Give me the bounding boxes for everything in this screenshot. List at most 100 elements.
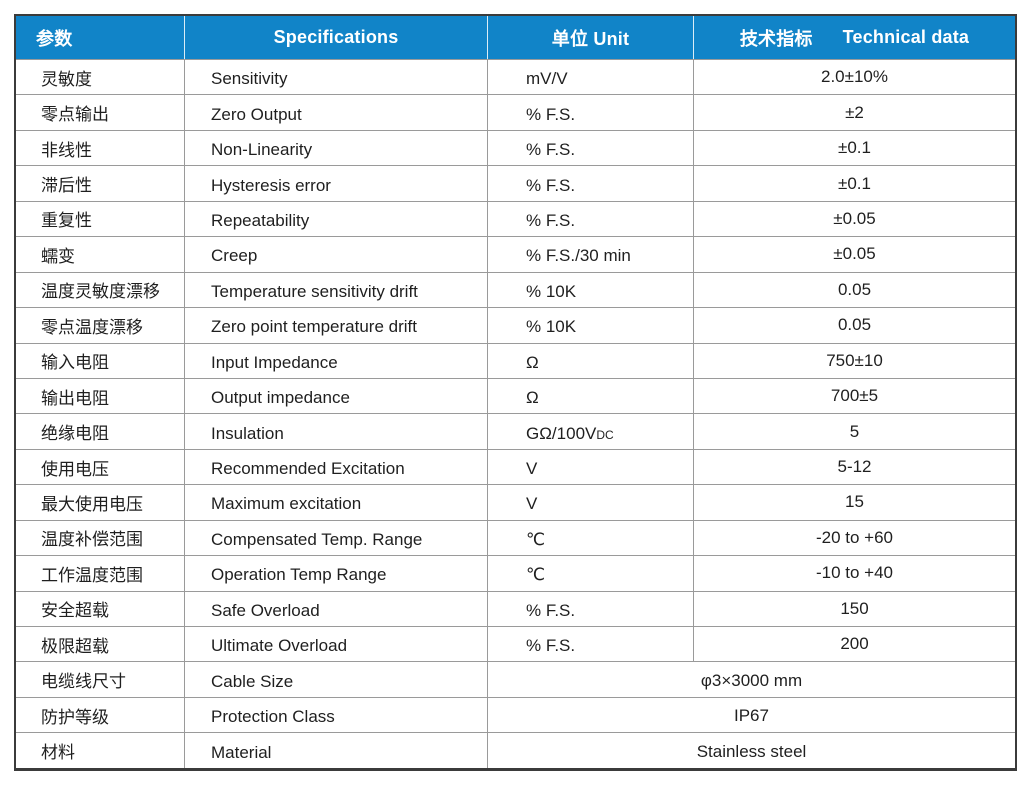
table-row: 蠕变 Creep % F.S./30 min ±0.05 [16,236,1015,272]
table-body: 灵敏度 Sensitivity mV/V 2.0±10% 零点输出 Zero O… [16,59,1015,768]
table-row: 滞后性 Hysteresis error % F.S. ±0.1 [16,165,1015,201]
header-technical-data-en: Technical data [842,27,970,47]
param-name-cn: 电缆线尺寸 [41,672,126,692]
table-row: 重复性 Repeatability % F.S. ±0.05 [16,200,1015,237]
param-name-cn: 绝缘电阻 [41,424,109,444]
param-name-cn: 最大使用电压 [41,494,143,514]
param-name-en: Operation Temp Range [184,556,487,591]
param-name-en: Input Impedance [184,343,487,378]
param-unit: ℃ [487,556,693,591]
header-technical-data: 技术指标 Technical data [693,16,1015,59]
table-row: 最大使用电压 Maximum excitation V 15 [16,484,1015,520]
param-name-en: Sensitivity [184,60,487,95]
param-value: ±0.05 [693,201,1015,237]
unit-subscript: DC [596,428,614,443]
param-name-cn: 输入电阻 [41,353,109,373]
param-name-en: Cable Size [184,662,487,697]
param-value-merged: φ3×3000 mm [487,662,1015,697]
param-value-merged: Stainless steel [487,733,1015,768]
param-unit: % F.S. [487,95,693,130]
param-unit: % F.S. [487,627,693,662]
table-row: 使用电压 Recommended Excitation V 5-12 [16,448,1015,485]
specifications-table: 参数 Specifications 单位 Unit 技术指标 Technical… [14,14,1017,771]
param-value: 15 [693,485,1015,520]
param-name-en: Compensated Temp. Range [184,520,487,556]
param-name-en: Output impedance [184,378,487,414]
param-name-cn: 滞后性 [41,176,92,196]
param-name-en: Zero Output [184,95,487,130]
param-value: ±0.1 [693,166,1015,201]
param-value: -20 to +60 [693,520,1015,556]
param-name-cn: 防护等级 [41,707,109,727]
param-name-en: Protection Class [184,697,487,733]
table-row: 零点温度漂移 Zero point temperature drift % 10… [16,307,1015,343]
param-name-cn: 工作温度范围 [41,565,143,585]
param-name-cn: 输出电阻 [41,388,109,408]
param-unit: % F.S./30 min [487,237,693,272]
param-name-cn: 重复性 [41,211,92,231]
param-name-cn: 蠕变 [41,246,75,266]
table-row: 灵敏度 Sensitivity mV/V 2.0±10% [16,59,1015,95]
param-value: 750±10 [693,343,1015,378]
param-unit: mV/V [487,60,693,95]
param-name-cn: 温度补偿范围 [41,530,143,550]
param-unit: % 10K [487,272,693,308]
param-value: 700±5 [693,378,1015,414]
param-value: 0.05 [693,308,1015,343]
table-row: 绝缘电阻 Insulation GΩ/100V DC 5 [16,413,1015,449]
param-unit: % F.S. [487,201,693,237]
param-unit: ℃ [487,520,693,556]
param-name-en: Maximum excitation [184,485,487,520]
table-row: 材料 Material Stainless steel [16,732,1015,768]
param-name-cn: 非线性 [41,140,92,160]
param-value-merged: IP67 [487,697,1015,733]
param-name-en: Recommended Excitation [184,449,487,485]
table-row: 温度补偿范围 Compensated Temp. Range ℃ -20 to … [16,519,1015,556]
param-unit: % F.S. [487,130,693,166]
param-name-cn: 零点温度漂移 [41,317,143,337]
table-row: 极限超载 Ultimate Overload % F.S. 200 [16,626,1015,662]
param-name-en: Repeatability [184,201,487,237]
table-row: 输入电阻 Input Impedance Ω 750±10 [16,342,1015,378]
param-name-en: Ultimate Overload [184,627,487,662]
param-name-cn: 安全超载 [41,601,109,621]
param-name-en: Non-Linearity [184,130,487,166]
param-unit: V [487,485,693,520]
param-value: 2.0±10% [693,60,1015,95]
table-row: 输出电阻 Output impedance Ω 700±5 [16,377,1015,414]
table-row: 温度灵敏度漂移 Temperature sensitivity drift % … [16,271,1015,308]
table-row: 电缆线尺寸 Cable Size φ3×3000 mm [16,661,1015,697]
param-value: ±0.1 [693,130,1015,166]
table-row: 零点输出 Zero Output % F.S. ±2 [16,94,1015,130]
param-unit: V [487,449,693,485]
param-name-en: Safe Overload [184,591,487,626]
header-unit: 单位 Unit [487,16,693,59]
param-value: ±0.05 [693,237,1015,272]
table-header-row: 参数 Specifications 单位 Unit 技术指标 Technical… [16,16,1015,59]
param-name-en: Material [184,733,487,768]
param-name-cn: 灵敏度 [41,69,92,89]
param-name-cn: 材料 [41,743,75,763]
param-name-en: Creep [184,237,487,272]
param-value: -10 to +40 [693,556,1015,591]
param-value: 150 [693,591,1015,626]
param-unit: GΩ/100V DC [487,414,693,449]
param-name-en: Temperature sensitivity drift [184,272,487,308]
param-value: ±2 [693,95,1015,130]
param-name-cn: 零点输出 [41,105,109,125]
table-row: 防护等级 Protection Class IP67 [16,696,1015,733]
param-value: 200 [693,627,1015,662]
header-specifications: Specifications [184,16,487,59]
param-unit: % 10K [487,308,693,343]
param-value: 5 [693,414,1015,449]
param-unit: % F.S. [487,166,693,201]
param-name-cn: 温度灵敏度漂移 [41,282,160,302]
param-name-en: Hysteresis error [184,166,487,201]
param-unit: Ω [487,343,693,378]
header-param-cn: 参数 [36,28,73,49]
table-row: 工作温度范围 Operation Temp Range ℃ -10 to +40 [16,555,1015,591]
param-unit: Ω [487,378,693,414]
param-value: 5-12 [693,449,1015,485]
param-unit: % F.S. [487,591,693,626]
